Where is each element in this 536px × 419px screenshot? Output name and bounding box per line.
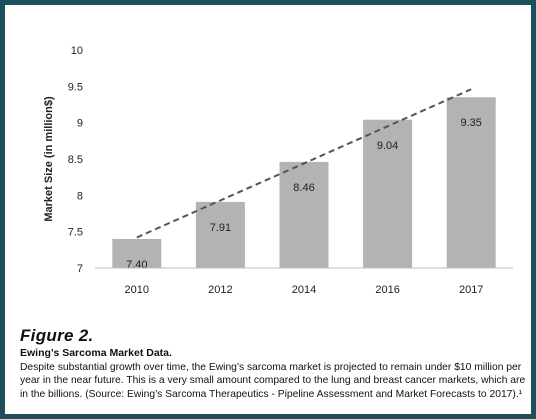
x-tick-label: 2016 [375, 284, 399, 296]
bar-value-label: 7.91 [210, 222, 231, 234]
y-tick-label: 10 [71, 45, 83, 57]
bar-2012 [195, 201, 245, 268]
bar-2017 [446, 97, 496, 268]
x-tick-label: 2017 [459, 284, 483, 296]
y-axis-title: Market Size (in million$) [43, 96, 55, 222]
y-tick-label: 7 [77, 263, 83, 275]
x-tick-label: 2010 [125, 284, 149, 296]
figure-description: Despite substantial growth over time, th… [20, 362, 526, 400]
y-tick-label: 9.5 [68, 81, 83, 93]
bar-2016 [363, 119, 413, 268]
figure-subtitle: Ewing’s Sarcoma Market Data. [20, 347, 172, 359]
bar-value-label: 9.04 [377, 140, 398, 152]
bar-value-label: 8.46 [293, 182, 314, 194]
y-tick-label: 7.5 [68, 227, 83, 239]
x-tick-label: 2012 [208, 284, 232, 296]
y-tick-label: 8 [77, 190, 83, 202]
trend-line [136, 88, 472, 239]
y-tick-label: 8.5 [68, 154, 83, 166]
bar-2010 [112, 238, 162, 268]
market-size-bar-chart: 7 7.5 8 8.5 9 9.5 10 Market Size (in million$) 7… [43, 45, 513, 296]
bar-value-label: 9.35 [460, 117, 481, 129]
x-tick-label: 2014 [292, 284, 316, 296]
figure-title: Figure 2. [20, 326, 94, 345]
bar-2014 [279, 161, 329, 268]
y-tick-label: 9 [77, 118, 83, 130]
bar-value-label: 7.40 [126, 259, 147, 271]
figure-caption: Figure 2. Ewing’s Sarcoma Market Data. D… [20, 327, 530, 401]
